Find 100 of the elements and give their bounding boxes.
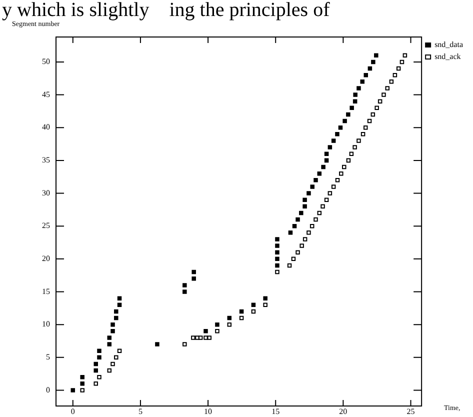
point: [392, 72, 398, 78]
point: [110, 362, 115, 366]
point: [317, 171, 322, 176]
point: [342, 164, 346, 170]
point: [356, 138, 361, 143]
point: [360, 80, 364, 84]
point: [263, 302, 268, 308]
point: [94, 362, 98, 366]
point: [191, 336, 196, 340]
point: [356, 86, 361, 90]
point: [324, 158, 329, 163]
point: [182, 342, 187, 346]
point: [320, 204, 325, 209]
point: [182, 290, 187, 294]
point: [192, 276, 196, 281]
point: [97, 355, 102, 360]
point: [239, 316, 244, 320]
point: [275, 270, 280, 274]
point: [215, 329, 220, 334]
point: [114, 316, 118, 320]
point: [94, 368, 98, 373]
point: [306, 230, 311, 235]
y-tick-label: 25: [42, 221, 50, 230]
point: [195, 336, 200, 340]
point: [110, 329, 115, 334]
point: [382, 92, 386, 97]
point: [296, 217, 300, 222]
point: [302, 198, 307, 202]
point: [370, 112, 376, 117]
point: [349, 152, 354, 156]
point: [239, 309, 244, 314]
point: [385, 86, 390, 90]
point: [310, 224, 314, 228]
point: [117, 296, 122, 300]
point: [402, 53, 408, 58]
point: [215, 322, 220, 327]
y-tick-label: 20: [42, 254, 50, 264]
point: [342, 118, 347, 124]
point: [346, 158, 351, 163]
point: [155, 342, 160, 346]
x-tick-label: 5: [138, 406, 142, 416]
point: [338, 125, 343, 130]
point: [292, 224, 297, 228]
point: [302, 237, 308, 242]
text: y which is slightly ing the principles of: [2, 0, 330, 21]
point: [378, 99, 382, 104]
point: [80, 374, 84, 380]
point: [364, 72, 368, 78]
point: [374, 106, 379, 110]
point: [263, 296, 268, 300]
point: [339, 171, 344, 176]
point: [204, 336, 208, 340]
point: [192, 270, 196, 274]
point: [335, 178, 340, 182]
point: [321, 164, 326, 170]
point: [331, 138, 336, 143]
point: [368, 66, 372, 71]
point: [275, 263, 280, 268]
y-tick-label: 5: [46, 352, 50, 362]
point: [204, 329, 208, 334]
point: [107, 336, 112, 340]
point: [227, 322, 232, 327]
y-tick-label: 45: [42, 90, 50, 99]
point: [314, 217, 318, 222]
point: [207, 336, 212, 340]
y-tick-label: 30: [42, 188, 50, 198]
point: [114, 355, 118, 360]
point: [227, 316, 232, 320]
point: [251, 302, 256, 308]
y-tick-label: 10: [42, 320, 50, 329]
point: [352, 99, 358, 104]
x-tick-label: 0: [70, 406, 75, 416]
point: [114, 309, 118, 314]
point: [117, 302, 122, 308]
point: [310, 184, 314, 189]
point: [182, 283, 187, 288]
point: [353, 92, 358, 97]
x-tick-label: 25: [406, 406, 415, 416]
point: [335, 132, 340, 136]
y-tick-label: 50: [42, 57, 50, 66]
point: [396, 66, 401, 71]
point: [352, 145, 357, 150]
point: [363, 125, 368, 130]
point: [275, 256, 280, 262]
point: [275, 237, 280, 242]
point: [110, 322, 115, 327]
point: [288, 230, 293, 235]
point: [107, 368, 112, 373]
point: [328, 145, 332, 150]
point: [374, 53, 378, 58]
legend-label: snd_ack: [434, 52, 461, 62]
point: [275, 250, 280, 254]
point: [94, 382, 98, 386]
point: [97, 348, 102, 353]
legend-label: snd_data: [434, 40, 464, 50]
point: [300, 244, 304, 248]
point: [346, 112, 350, 117]
point: [324, 198, 329, 202]
point: [70, 388, 76, 392]
point: [302, 204, 307, 209]
